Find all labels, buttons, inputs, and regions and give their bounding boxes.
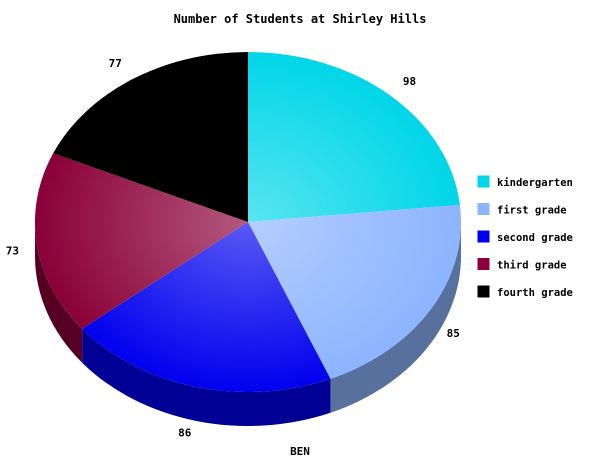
legend-label-fourth-grade: fourth grade [497,287,573,299]
pie-slice-third-grade [34,153,248,329]
pie-slice-second-grade [82,222,331,392]
legend-label-kindergarten: kindergarten [497,177,573,189]
legend-swatch-first-grade [476,202,491,216]
value-label-fourth-grade: 77 [109,57,122,70]
legend-swatch-second-grade [476,229,491,244]
legend-swatch-fourth-grade [476,284,491,299]
legend-label-third-grade: third grade [497,260,567,272]
value-label-second-grade: 86 [178,427,192,440]
pie-side-first-grade [330,222,461,413]
legend: kindergarten first grade second grade third… [476,174,573,299]
pie-side-walls [35,222,461,426]
pie-slice-kindergarten [248,52,460,222]
value-label-kindergarten: 98 [403,75,416,88]
legend-swatch-kindergarten [476,174,491,189]
pie-side-third-grade [35,222,83,363]
pie-value-labels: 98 85 86 73 77 [6,57,460,440]
x-axis-label: BEN [290,445,310,458]
chart-title: Number of Students at Shirley Hills [174,12,427,26]
pie-slice-fourth-grade [53,52,249,222]
legend-swatch-third-grade [476,257,491,271]
legend-label-first-grade: first grade [497,205,567,217]
value-label-first-grade: 85 [447,327,460,340]
pie-slice-first-grade [248,204,461,379]
pie-slices [34,52,461,392]
legend-label-second-grade: second grade [497,232,573,244]
pie-side-second-grade [82,328,331,426]
value-label-third-grade: 73 [6,244,19,257]
